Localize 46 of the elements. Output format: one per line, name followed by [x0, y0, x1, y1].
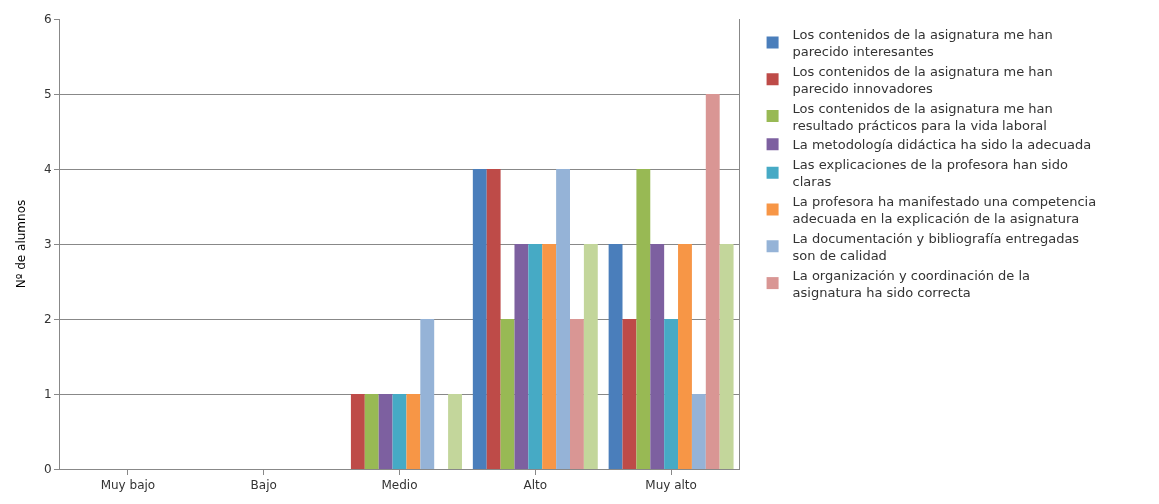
x-tick-label: Medio: [381, 478, 418, 493]
legend-label: La documentación y bibliografía entregadas son de calidad: [792, 230, 1080, 263]
bar: [528, 244, 543, 469]
bar: [542, 244, 557, 469]
bar: [378, 394, 393, 469]
bar: [350, 394, 365, 469]
bar: [392, 394, 407, 469]
bar: [406, 394, 421, 469]
bar: [448, 394, 462, 469]
y-tick-label: 4: [43, 162, 52, 177]
bar: [650, 244, 665, 469]
x-tick-label: Muy alto: [645, 478, 697, 493]
y-tick-label: 2: [43, 312, 52, 327]
bar: [622, 319, 637, 469]
bar: [514, 244, 529, 469]
bar: [556, 169, 570, 469]
bar: [719, 244, 734, 469]
bar: [705, 94, 720, 469]
x-tick-label: Muy bajo: [100, 478, 156, 493]
y-tick-label: 1: [43, 387, 52, 402]
x-tick-label: Bajo: [250, 478, 277, 493]
bar: [636, 169, 651, 469]
legend-label: Las explicaciones de la profesora han sido claras: [792, 157, 1068, 190]
legend-label: La organización y coordinación de la asignatura ha sido correcta: [792, 267, 1031, 300]
legend-label: Los contenidos de la asignatura me han parecido interesantes: [792, 27, 1053, 59]
bar: [472, 169, 487, 469]
bar: [583, 244, 598, 469]
bar: [486, 169, 501, 469]
bar: [691, 394, 706, 469]
bar: [570, 319, 584, 469]
y-tick-label: 0: [43, 462, 52, 477]
legend-label: La profesora ha manifestado una competencia adecuada en la explicación de la asignatura: [792, 194, 1097, 227]
y-axis-title: Nº de alumnos: [14, 199, 29, 289]
y-tick-label: 5: [43, 87, 52, 102]
bar: [364, 394, 379, 469]
bar: [664, 319, 679, 469]
legend-label: La metodología didáctica ha sido la adecuada: [792, 137, 1092, 153]
bar: [678, 244, 692, 469]
bar: [500, 319, 515, 469]
bar: [608, 244, 623, 469]
legend-label: Los contenidos de la asignatura me han resultado prácticos para la vida laboral: [792, 100, 1053, 133]
x-tick-label: Alto: [523, 478, 548, 493]
bar: [420, 319, 435, 469]
y-tick-label: 3: [43, 237, 52, 252]
y-tick-label: 6: [43, 12, 52, 27]
legend-label: Los contenidos de la asignatura me han parecido innovadores: [792, 63, 1053, 96]
